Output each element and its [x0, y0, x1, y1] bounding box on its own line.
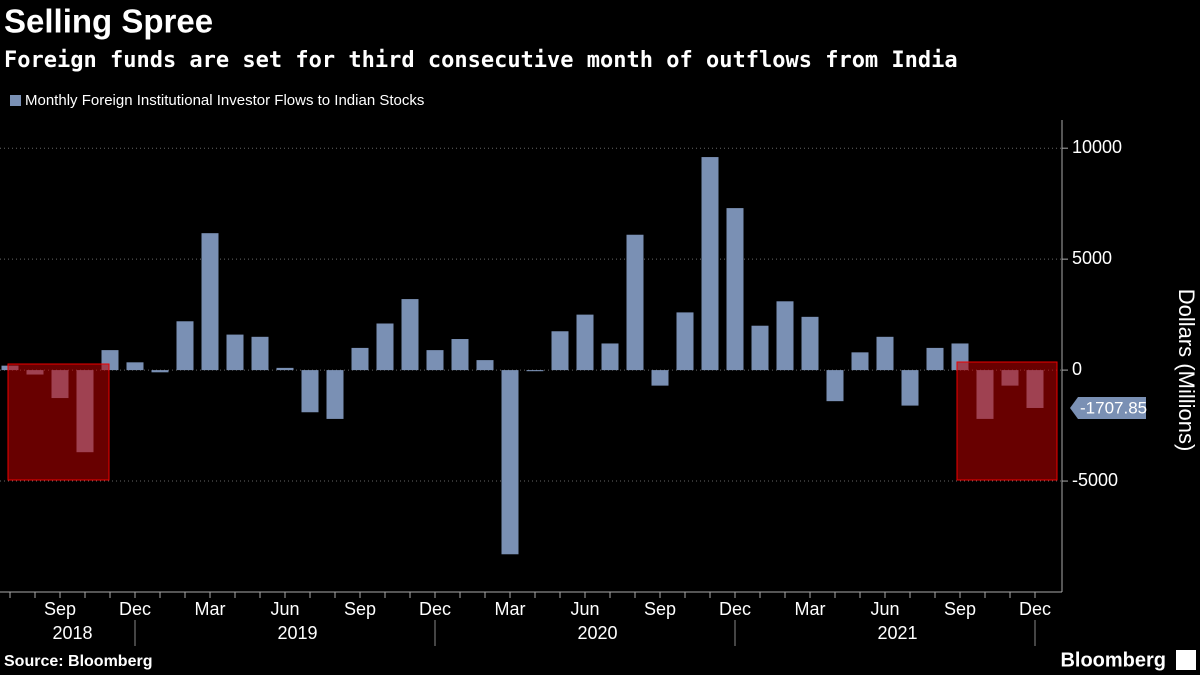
bar [301, 370, 319, 413]
x-tick-label: Jun [270, 599, 299, 619]
bar [776, 301, 794, 371]
bar [726, 208, 744, 371]
x-tick-label: Sep [944, 599, 976, 619]
bar [851, 352, 869, 371]
bar [601, 343, 619, 371]
x-tick-label: Mar [795, 599, 826, 619]
source: Source: Bloomberg [4, 653, 152, 670]
bar [126, 362, 144, 371]
chart-title: Selling Spree [4, 3, 213, 40]
bar [201, 233, 219, 371]
x-tick-label: Dec [719, 599, 751, 619]
bar [576, 314, 594, 371]
bar [226, 334, 244, 371]
bar [876, 336, 894, 371]
bar [276, 367, 294, 371]
x-tick-label: Mar [495, 599, 526, 619]
value-label: -1707.85 [1080, 398, 1147, 417]
bar [651, 370, 669, 386]
bar [351, 347, 369, 371]
bar [701, 157, 719, 371]
x-tick-label: Sep [344, 599, 376, 619]
y-tick-label: 0 [1072, 359, 1082, 379]
x-tick-label: Sep [644, 599, 676, 619]
bar [326, 370, 344, 419]
x-year-label: 2020 [577, 623, 617, 643]
legend-swatch [10, 95, 21, 106]
bar [551, 331, 569, 371]
bar [526, 370, 544, 372]
highlight-box [7, 363, 110, 481]
bar [176, 321, 194, 371]
x-tick-label: Dec [419, 599, 451, 619]
bar [676, 312, 694, 371]
bar [151, 370, 169, 373]
y-tick-label: 5000 [1072, 248, 1112, 268]
bar [251, 336, 269, 371]
x-year-label: 2019 [277, 623, 317, 643]
y-axis-label: Dollars (Millions) [1174, 289, 1199, 452]
x-tick-label: Jun [870, 599, 899, 619]
highlight-box [956, 361, 1058, 481]
bar [901, 370, 919, 406]
bar [626, 234, 644, 371]
x-tick-label: Dec [119, 599, 151, 619]
bar [401, 299, 419, 371]
brand: Bloomberg [1060, 649, 1166, 671]
x-tick-label: Mar [195, 599, 226, 619]
x-year-label: 2021 [877, 623, 917, 643]
bar [426, 350, 444, 371]
y-tick-label: 10000 [1072, 137, 1122, 157]
x-year-label: 2018 [52, 623, 92, 643]
bar [751, 325, 769, 371]
x-tick-label: Sep [44, 599, 76, 619]
bar [826, 370, 844, 402]
value-callout [1070, 396, 1146, 419]
brand-icon [1176, 650, 1196, 670]
x-tick-label: Dec [1019, 599, 1051, 619]
y-tick-label: -5000 [1072, 470, 1118, 490]
bar [926, 347, 944, 371]
x-tick-label: Jun [570, 599, 599, 619]
bar [501, 370, 519, 555]
bar [451, 339, 469, 371]
legend-label: Monthly Foreign Institutional Investor F… [25, 92, 424, 109]
bar [476, 360, 494, 371]
bar [801, 316, 819, 371]
bar [376, 323, 394, 371]
chart-subtitle: Foreign funds are set for third consecut… [4, 48, 958, 73]
